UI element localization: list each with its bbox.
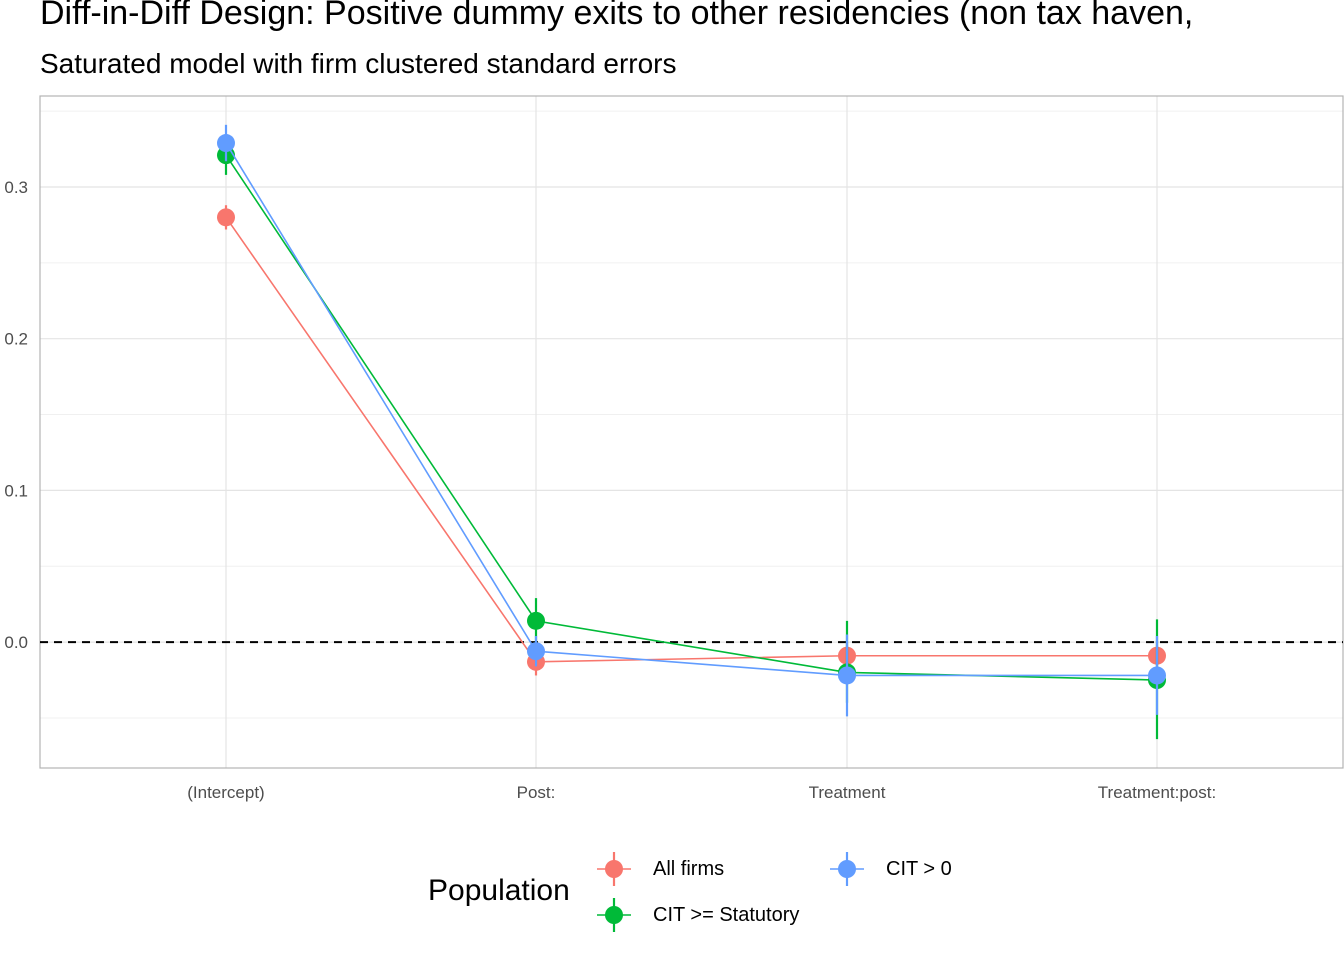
y-tick-label: 0.0 bbox=[4, 633, 28, 652]
data-point bbox=[838, 666, 856, 685]
y-tick-label: 0.1 bbox=[4, 481, 28, 500]
data-point bbox=[217, 134, 235, 153]
grid-layer bbox=[40, 96, 1343, 768]
data-point bbox=[1148, 666, 1166, 685]
legend-key-point bbox=[605, 906, 623, 924]
chart-subtitle: Saturated model with firm clustered stan… bbox=[40, 48, 677, 79]
panel-border bbox=[39, 95, 1344, 769]
x-tick-label: Treatment:post: bbox=[1098, 783, 1216, 802]
series-line bbox=[225, 216, 1157, 663]
x-tick-label: Post: bbox=[517, 783, 556, 802]
legend-layer bbox=[597, 852, 864, 932]
y-tick-label: 0.3 bbox=[4, 178, 28, 197]
legend-key-point bbox=[838, 860, 856, 878]
x-tick-label: Treatment bbox=[809, 783, 886, 802]
y-tick-label: 0.2 bbox=[4, 330, 28, 349]
legend-label-all-firms: All firms bbox=[653, 858, 725, 880]
legend-label-cit-statutory: CIT >= Statutory bbox=[653, 904, 800, 926]
legend-title: Population bbox=[428, 874, 570, 907]
legend-label-cit-positive: CIT > 0 bbox=[886, 858, 952, 880]
x-tick-label: (Intercept) bbox=[187, 783, 264, 802]
series-layer bbox=[217, 124, 1166, 740]
legend-key-point bbox=[605, 860, 623, 878]
data-point bbox=[527, 611, 545, 630]
series-line bbox=[225, 142, 1157, 677]
data-point bbox=[527, 642, 545, 661]
data-point bbox=[217, 208, 235, 227]
chart-title: Diff-in-Diff Design: Positive dummy exit… bbox=[40, 0, 1194, 32]
axis-layer: 0.0 0.1 0.2 0.3 (Intercept) Post: Treatment Tre… bbox=[4, 95, 1344, 802]
